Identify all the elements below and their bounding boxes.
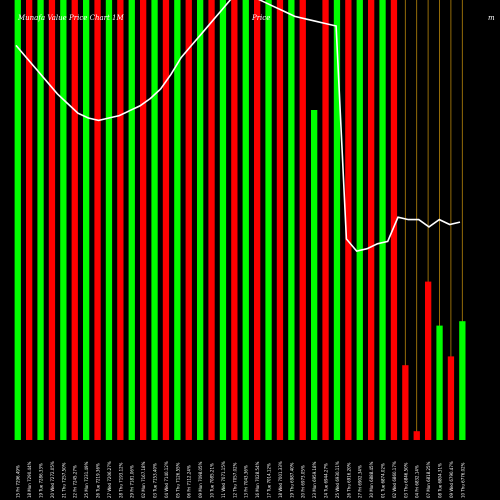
down-bar bbox=[140, 0, 147, 440]
x-tick-label: 13 Fri 7043.36% bbox=[244, 465, 249, 498]
x-tick-label: 22 Fri 7245.27% bbox=[73, 465, 78, 498]
down-bar bbox=[185, 0, 192, 440]
down-bar bbox=[26, 0, 33, 440]
x-tick-label: 02 Mon 7167.18% bbox=[141, 461, 146, 498]
down-bar bbox=[276, 0, 284, 440]
x-tick-label: 08 Tue 6804.31% bbox=[438, 463, 443, 498]
down-bar bbox=[345, 0, 352, 440]
up-bar bbox=[311, 110, 318, 440]
x-tick-label: 23 Mon 6959.18% bbox=[312, 461, 317, 498]
up-bar bbox=[37, 0, 44, 440]
up-bar bbox=[333, 0, 341, 440]
x-tick-label: 26 Thu 6916.20% bbox=[346, 462, 351, 498]
up-bar bbox=[436, 325, 443, 440]
x-tick-label: 09 Mon 7098.05% bbox=[198, 461, 203, 498]
x-tick-label: 05 Thu 7126.55% bbox=[175, 462, 180, 498]
x-tick-label: 11 Wed 7071.15% bbox=[221, 461, 226, 498]
down-bar bbox=[117, 0, 124, 440]
header-mid-text: Price bbox=[252, 14, 271, 22]
down-bar bbox=[425, 281, 432, 440]
up-bar bbox=[288, 0, 295, 440]
x-tick-label: 25 Wed 6930.11% bbox=[335, 461, 340, 498]
down-bar bbox=[254, 0, 261, 440]
down-bar bbox=[368, 0, 375, 440]
up-bar bbox=[356, 0, 363, 440]
x-tick-label: 10 Tue 7085.21% bbox=[210, 463, 215, 498]
down-bar bbox=[162, 0, 170, 440]
x-tick-label: 06 Fri 7112.24% bbox=[187, 465, 192, 498]
x-tick-label: 28 Thu 7193.12% bbox=[118, 462, 123, 498]
x-tick-label: 18 Wed 7001.33% bbox=[278, 461, 283, 498]
x-tick-label: 02 Wed 6860.17% bbox=[392, 461, 397, 498]
x-tick-label: 20 Fri 6973.05% bbox=[301, 465, 306, 498]
down-bar bbox=[299, 0, 306, 440]
down-bar bbox=[413, 431, 420, 440]
x-tick-label: 03 Tue 7153.40% bbox=[153, 463, 158, 498]
up-bar bbox=[60, 0, 67, 440]
x-tick-label: 01 Tue 6874.02% bbox=[381, 463, 386, 498]
up-bar bbox=[151, 0, 158, 440]
up-bar bbox=[128, 0, 135, 440]
x-tick-label: 19 Tue 7286.33% bbox=[39, 463, 44, 498]
up-bar bbox=[265, 0, 272, 440]
up-bar bbox=[197, 0, 204, 440]
x-tick-label: 18 Mon 7290.44% bbox=[27, 461, 32, 498]
up-bar bbox=[14, 0, 21, 440]
x-tick-label: 26 Tue 7219.36% bbox=[96, 463, 101, 498]
x-tick-label: 29 Fri 7181.06% bbox=[130, 465, 135, 498]
x-tick-label: 30 Mon 6888.45% bbox=[369, 461, 374, 498]
down-bar bbox=[71, 0, 78, 440]
down-bar bbox=[94, 0, 101, 440]
up-bar bbox=[459, 321, 466, 440]
down-bar bbox=[390, 0, 398, 440]
header-left-text: Munafa Value Price Chart 1M bbox=[18, 14, 124, 22]
x-tick-label: 04 Fri 6832.14% bbox=[415, 465, 420, 498]
x-tick-label: 16 Mon 7028.54% bbox=[255, 461, 260, 498]
x-tick-label: 07 Mon 6818.25% bbox=[426, 461, 431, 498]
x-tick-label: 03 Thu 6846.50% bbox=[403, 462, 408, 498]
x-tick-label: 24 Tue 6944.27% bbox=[324, 463, 329, 498]
x-tick-label: 20 Wed 7272.05% bbox=[50, 461, 55, 498]
down-bar bbox=[322, 0, 329, 440]
x-tick-label: 21 Thu 7257.50% bbox=[61, 462, 66, 498]
x-tick-label: 04 Wed 7140.12% bbox=[164, 461, 169, 498]
x-tick-label: 12 Thu 7057.02% bbox=[232, 462, 237, 498]
x-axis-labels: 15 Fri 7296.49% 18 Mon 7290.44% 19 Tue 728… bbox=[16, 461, 466, 498]
x-tick-label: 15 Fri 7296.49% bbox=[16, 465, 21, 498]
down-bar bbox=[208, 0, 215, 440]
down-bar bbox=[231, 0, 238, 440]
up-bar bbox=[105, 0, 113, 440]
down-bar bbox=[447, 356, 455, 440]
header-right-text: m bbox=[488, 14, 495, 22]
down-bar bbox=[402, 365, 409, 440]
up-bar bbox=[242, 0, 249, 440]
bar-series bbox=[14, 0, 466, 440]
price-line-path bbox=[15, 0, 461, 252]
x-tick-label: 25 Mon 7231.49% bbox=[84, 461, 89, 498]
x-tick-label: 10 Thu 6776.02% bbox=[460, 462, 465, 498]
up-bar bbox=[174, 0, 181, 440]
up-bar bbox=[379, 0, 386, 440]
x-tick-label: 17 Tue 7014.12% bbox=[267, 463, 272, 498]
x-tick-label: 09 Wed 6790.47% bbox=[449, 461, 454, 498]
up-bar bbox=[83, 0, 90, 440]
x-tick-label: 27 Fri 6902.34% bbox=[358, 465, 363, 498]
down-bar bbox=[48, 0, 56, 440]
x-tick-label: 27 Wed 7206.27% bbox=[107, 461, 112, 498]
price-line bbox=[15, 0, 461, 252]
x-tick-label: 19 Thu 6987.40% bbox=[289, 462, 294, 498]
up-bar bbox=[219, 0, 227, 440]
